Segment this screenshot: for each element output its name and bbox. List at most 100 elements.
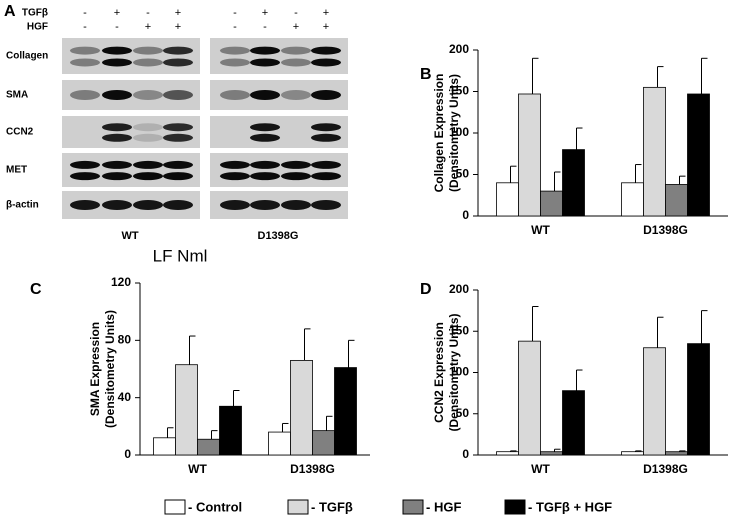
x-tick-label: D1398G — [290, 462, 335, 476]
y-axis-unit: (Densitometry Units) — [447, 74, 461, 192]
legend-swatch — [164, 499, 186, 515]
y-tick-label: 150 — [449, 323, 469, 337]
band — [102, 160, 132, 169]
blot-caption: LF Nml — [153, 246, 208, 265]
band — [311, 46, 341, 55]
band — [250, 58, 280, 67]
band — [163, 123, 193, 132]
panel-letter: C — [30, 281, 42, 298]
band — [102, 90, 132, 100]
treatment-sign: - — [294, 7, 298, 19]
x-tick-label: WT — [531, 223, 550, 237]
legend-swatch — [504, 499, 526, 515]
bar — [496, 182, 519, 217]
band — [133, 123, 163, 132]
band — [281, 90, 311, 100]
band — [220, 90, 250, 100]
treatment-sign: + — [323, 21, 329, 33]
band — [311, 133, 341, 142]
treatment-label: TGFβ — [22, 8, 48, 19]
y-tick-label: 100 — [449, 365, 469, 379]
band — [102, 133, 132, 142]
bar — [518, 93, 541, 217]
treatment-sign: - — [233, 21, 237, 33]
y-tick-label: 50 — [456, 406, 470, 420]
bar — [562, 390, 585, 456]
band — [102, 58, 132, 67]
bar — [687, 93, 710, 217]
x-tick-label: WT — [531, 462, 550, 476]
blot-strip — [62, 38, 200, 74]
band — [133, 160, 163, 169]
band — [133, 200, 163, 210]
band — [102, 200, 132, 210]
bar — [621, 451, 644, 456]
band — [163, 58, 193, 67]
bar — [562, 149, 585, 217]
treatment-sign: - — [83, 21, 87, 33]
bar — [687, 343, 710, 456]
y-tick-label: 120 — [111, 275, 131, 289]
bar — [219, 405, 242, 456]
treatment-sign: - — [233, 7, 237, 19]
y-tick-label: 200 — [449, 282, 469, 296]
bar — [540, 451, 563, 456]
band — [220, 172, 250, 181]
bar — [197, 438, 220, 456]
band — [220, 160, 250, 169]
treatment-sign: + — [293, 21, 299, 33]
blot-strip — [210, 153, 348, 187]
treatment-sign: + — [323, 7, 329, 19]
blot-strip — [210, 38, 348, 74]
x-tick-label: WT — [188, 462, 207, 476]
bar — [665, 184, 688, 217]
bar — [290, 359, 313, 456]
bar — [643, 86, 666, 217]
treatment-sign: + — [145, 21, 151, 33]
y-axis-label: SMA Expression — [88, 322, 102, 416]
band — [220, 58, 250, 67]
band — [102, 123, 132, 132]
band — [250, 172, 280, 181]
blot-strip — [210, 116, 348, 148]
legend-label: - TGFβ — [311, 499, 353, 514]
bar — [175, 364, 198, 456]
y-tick-label: 50 — [456, 167, 470, 181]
legend-label: - TGFβ + HGF — [528, 499, 612, 514]
treatment-sign: - — [146, 7, 150, 19]
y-tick-label: 200 — [449, 42, 469, 56]
band — [220, 46, 250, 55]
y-tick-label: 0 — [124, 447, 131, 461]
panel-letter: A — [4, 3, 16, 20]
bar — [153, 437, 176, 456]
legend-label: - HGF — [426, 499, 461, 514]
bar — [621, 182, 644, 217]
band — [311, 172, 341, 181]
band — [250, 46, 280, 55]
band — [102, 172, 132, 181]
treatment-sign: - — [115, 21, 119, 33]
y-axis-unit: (Densitometry Units) — [447, 313, 461, 431]
y-axis-unit: (Densitometry Units) — [103, 310, 117, 428]
band — [281, 172, 311, 181]
band — [133, 172, 163, 181]
y-tick-label: 80 — [118, 333, 132, 347]
y-axis-label: CCN2 Expression — [432, 322, 446, 423]
band — [220, 200, 250, 210]
row-label: Collagen — [6, 51, 48, 62]
band — [102, 46, 132, 55]
treatment-sign: + — [114, 7, 120, 19]
row-label: β-actin — [6, 200, 39, 211]
band — [163, 133, 193, 142]
band — [250, 160, 280, 169]
legend-swatch — [402, 499, 424, 515]
legend-swatch — [287, 499, 309, 515]
group-label: D1398G — [258, 230, 299, 242]
blot-strip — [62, 153, 200, 187]
row-label: CCN2 — [6, 127, 34, 138]
x-tick-label: D1398G — [643, 462, 688, 476]
y-tick-label: 0 — [462, 208, 469, 222]
group-label: WT — [121, 230, 138, 242]
y-tick-label: 150 — [449, 84, 469, 98]
